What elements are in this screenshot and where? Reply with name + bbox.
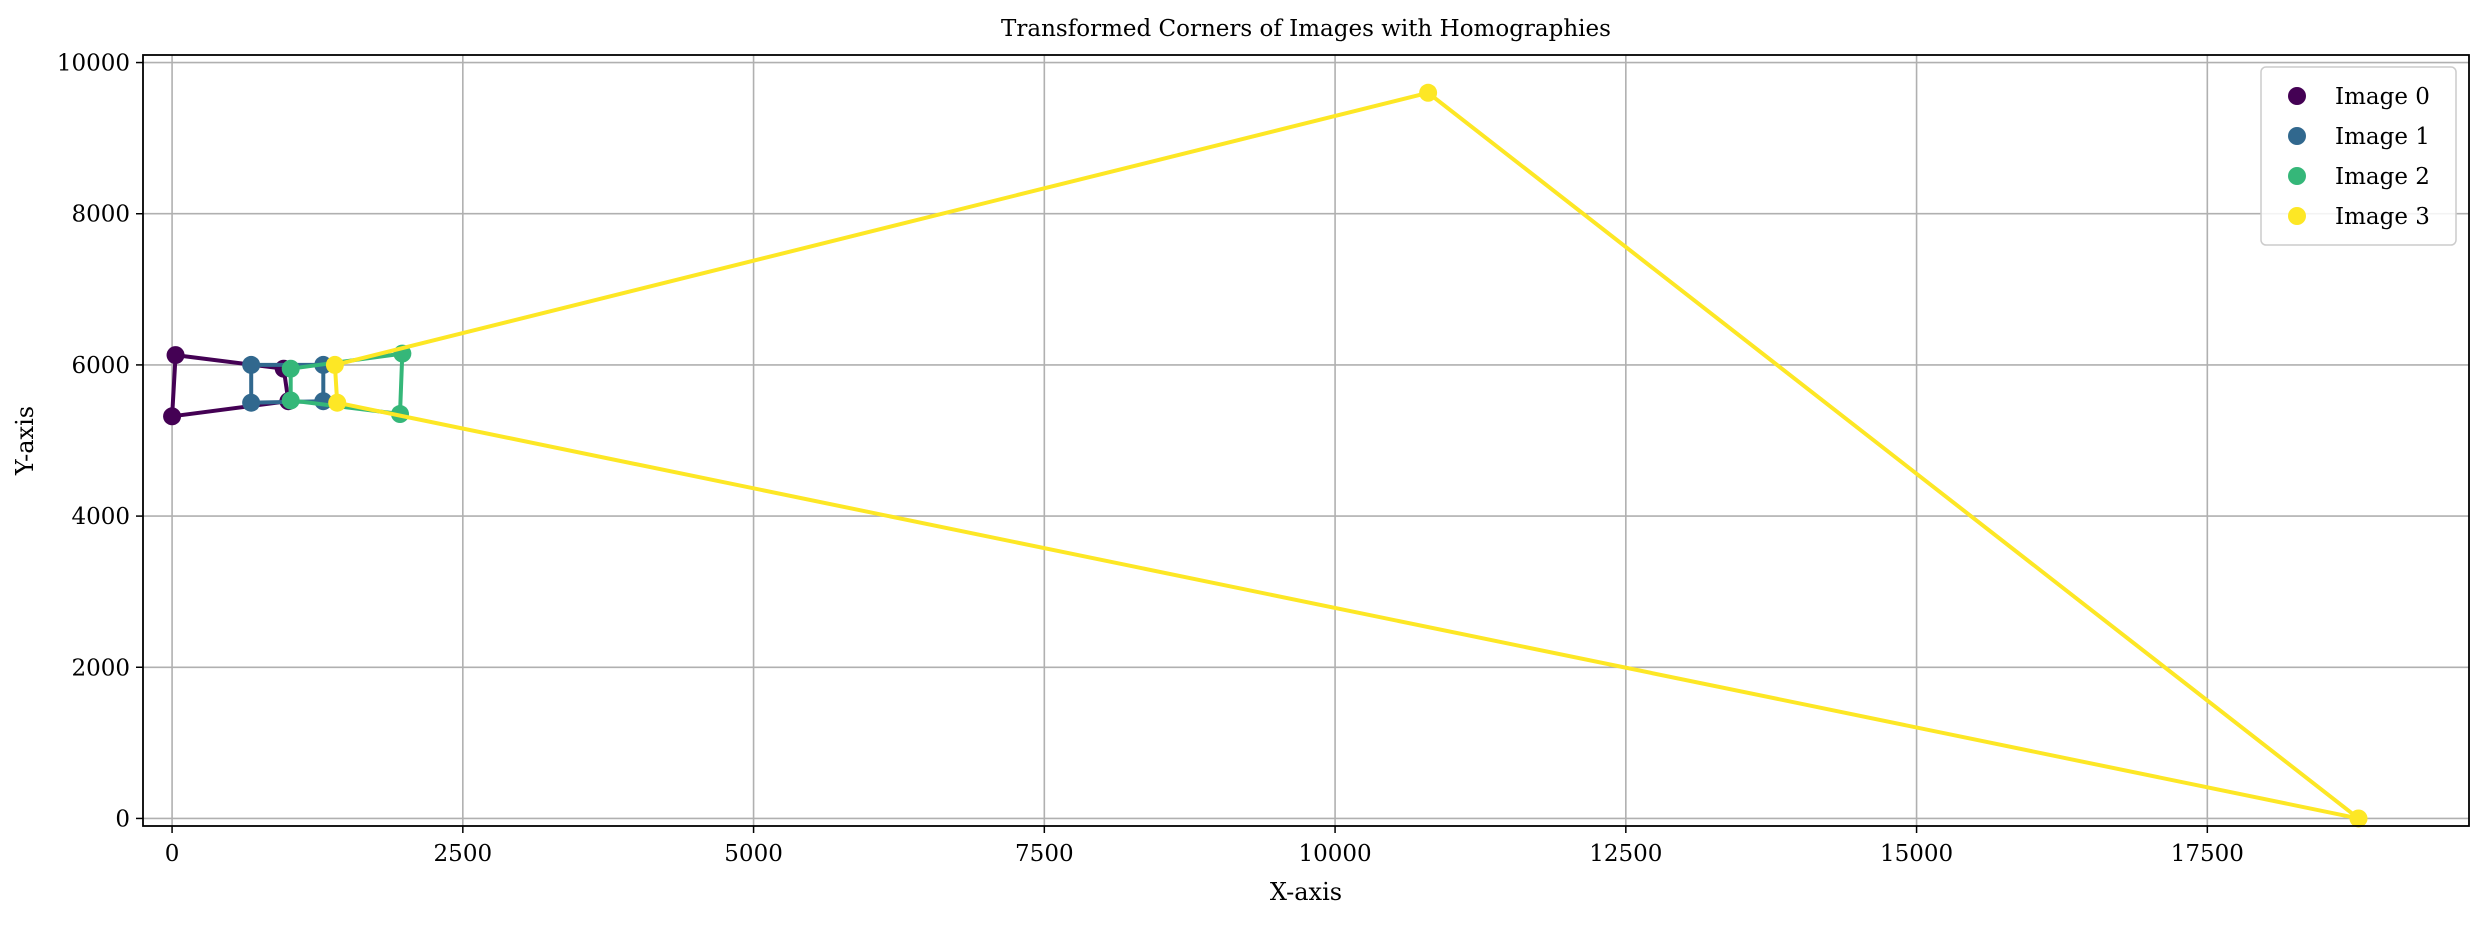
x-tick-label: 2500	[434, 841, 493, 867]
data-point-image-2	[281, 391, 300, 410]
data-point-image-0	[166, 346, 185, 365]
data-point-image-1	[242, 355, 261, 374]
data-point-image-3	[2349, 809, 2368, 828]
plot-frame	[142, 54, 2470, 827]
series-group	[163, 83, 2368, 828]
x-tick-label: 5000	[724, 841, 783, 867]
x-tick-label: 17500	[2171, 841, 2244, 867]
legend-marker	[2288, 167, 2306, 185]
legend-label: Image 0	[2335, 84, 2430, 110]
y-tick-label: 4000	[71, 504, 130, 530]
y-axis-ticks: 0 2000 4000 6000 8000 10000	[57, 51, 143, 832]
data-point-image-3	[328, 393, 347, 412]
x-tick-label: 0	[165, 841, 180, 867]
data-point-image-3	[1419, 83, 1438, 102]
x-tick-label: 15000	[1880, 841, 1953, 867]
legend-label: Image 3	[2335, 204, 2430, 230]
legend-marker	[2288, 127, 2306, 145]
data-point-image-0	[163, 407, 182, 426]
legend-marker	[2288, 87, 2306, 105]
data-point-image-3	[325, 355, 344, 374]
y-tick-label: 0	[115, 806, 130, 832]
x-tick-label: 10000	[1298, 841, 1371, 867]
legend-marker	[2288, 207, 2306, 225]
chart-title: Transformed Corners of Images with Homog…	[1001, 16, 1611, 42]
y-tick-label: 2000	[71, 655, 130, 681]
y-tick-label: 6000	[71, 353, 130, 379]
legend: Image 0 Image 1 Image 2 Image 3	[2260, 66, 2457, 246]
x-tick-label: 7500	[1015, 841, 1074, 867]
x-axis-ticks: 0 2500 5000 7500 10000 12500 15000 17500	[165, 826, 2244, 867]
grid-lines	[143, 55, 2469, 826]
x-tick-label: 12500	[1589, 841, 1662, 867]
x-axis-label: X-axis	[1270, 878, 1342, 906]
y-tick-label: 8000	[71, 202, 130, 228]
legend-label: Image 1	[2335, 124, 2430, 150]
data-point-image-2	[281, 359, 300, 378]
data-point-image-1	[242, 393, 261, 412]
legend-label: Image 2	[2335, 164, 2430, 190]
y-tick-label: 10000	[57, 51, 130, 77]
legend-box	[2260, 66, 2457, 246]
y-axis-label: Y-axis	[11, 406, 39, 476]
